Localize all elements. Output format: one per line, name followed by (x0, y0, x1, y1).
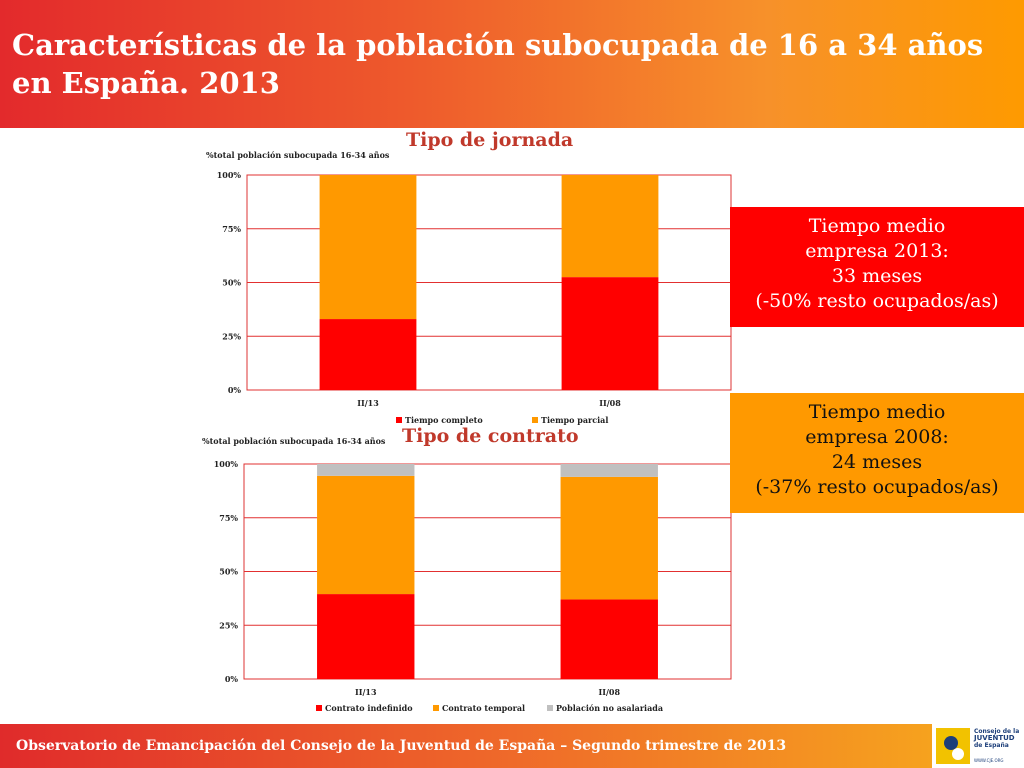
y-tick-label: 0% (225, 674, 239, 684)
y-tick-label: 50% (222, 278, 241, 288)
legend-label: Tiempo completo (405, 415, 483, 425)
chart-title-jornada: Tipo de jornada (406, 129, 574, 151)
cje-logo: Consejo de la JUVENTUD de España WWW.CJE… (932, 724, 1024, 768)
x-tick-label: II/13 (357, 398, 379, 408)
page-title: Características de la población subocupa… (12, 28, 984, 100)
legend-label: Tiempo parcial (541, 415, 608, 425)
bar-segment (319, 319, 417, 390)
y-tick-label: 50% (219, 567, 238, 577)
bar-segment (560, 599, 658, 679)
legend-swatch (547, 705, 553, 711)
y-tick-label: 0% (228, 385, 242, 395)
bar-segment (317, 475, 415, 595)
chart-tipo-contrato: %total población subocupada 16-34 años 0%… (202, 436, 732, 713)
y-axis-caption: %total población subocupada 16-34 años (202, 436, 386, 446)
legend-swatch (396, 417, 402, 423)
cje-logo-text: Consejo de la JUVENTUD de España (974, 728, 1020, 749)
info-box-2008: Tiempo medio empresa 2008: 24 meses (-37… (730, 393, 1024, 513)
legend-swatch (532, 417, 538, 423)
info-box-2013: Tiempo medio empresa 2013: 33 meses (-50… (730, 207, 1024, 327)
footer-bar: Observatorio de Emancipación del Consejo… (0, 724, 932, 768)
bar-segment (560, 464, 658, 477)
info-box-2013-line: Tiempo medio (808, 215, 946, 237)
y-axis-caption: %total población subocupada 16-34 años (206, 150, 390, 160)
bar-segment (561, 277, 659, 390)
legend-swatch (316, 705, 322, 711)
y-tick-label: 25% (222, 331, 241, 341)
info-box-2008-line: (-37% resto ocupados/as) (755, 476, 999, 498)
legend-swatch (433, 705, 439, 711)
bar-segment (560, 476, 658, 600)
bar-segment (561, 175, 659, 278)
legend-label: Contrato indefinido (325, 703, 413, 713)
info-box-2008-line: Tiempo medio (808, 401, 946, 423)
legend-label: Contrato temporal (442, 703, 525, 713)
bar-segment (317, 594, 415, 679)
info-box-2013-line: empresa 2013: (805, 240, 949, 262)
y-tick-label: 100% (214, 459, 239, 469)
info-box-2008-line: empresa 2008: (805, 426, 949, 448)
info-box-2013-line: (-50% resto ocupados/as) (755, 290, 999, 312)
footer-text: Observatorio de Emancipación del Consejo… (16, 738, 787, 754)
x-tick-label: II/13 (355, 687, 377, 697)
chart-tipo-jornada: %total población subocupada 16-34 años 0%… (206, 150, 732, 425)
chart-title-contrato: Tipo de contrato (402, 425, 579, 447)
info-box-2008-line: 24 meses (831, 451, 923, 473)
y-tick-label: 75% (222, 224, 241, 234)
y-tick-label: 100% (217, 170, 242, 180)
y-tick-label: 75% (219, 513, 238, 523)
bar-segment (319, 175, 417, 320)
header-banner: Características de la población subocupa… (0, 0, 1024, 128)
x-tick-label: II/08 (599, 398, 621, 408)
cje-logo-url: WWW.CJE.ORG (974, 758, 1004, 763)
cje-logo-icon (936, 728, 970, 764)
bar-segment (317, 464, 415, 476)
y-tick-label: 25% (219, 620, 238, 630)
x-tick-label: II/08 (598, 687, 620, 697)
info-box-2013-line: 33 meses (831, 265, 923, 287)
legend-label: Población no asalariada (556, 703, 663, 713)
